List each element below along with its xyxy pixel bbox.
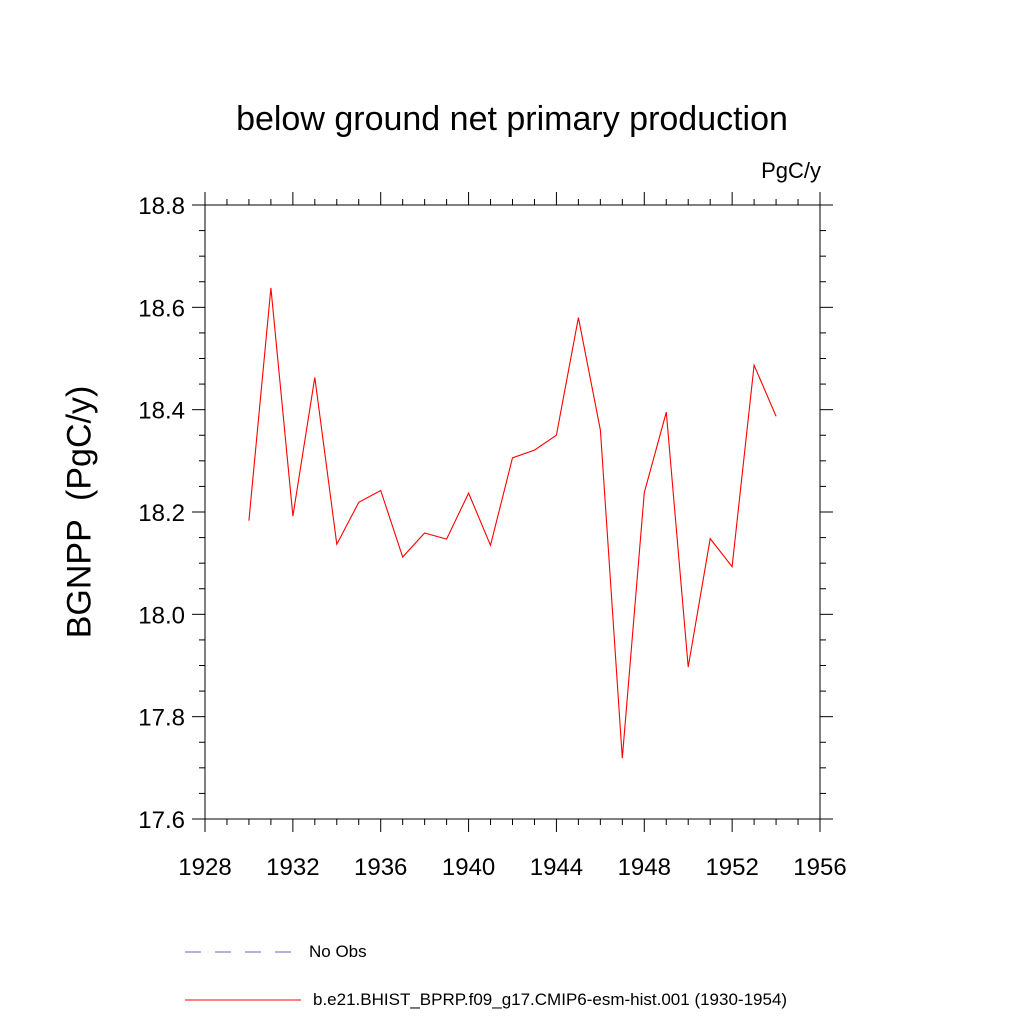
plot-frame	[204, 204, 821, 820]
chart-title: below ground net primary production	[236, 100, 788, 138]
y-tick-label: 17.6	[138, 807, 185, 834]
x-tick-label: 1956	[793, 854, 846, 881]
legend-item-model-run: b.e21.BHIST_BPRP.f09_g17.CMIP6-esm-hist.…	[185, 989, 787, 1011]
x-tick-label: 1948	[618, 854, 671, 881]
x-tick-label: 1952	[705, 854, 758, 881]
x-tick-label: 1940	[442, 854, 495, 881]
y-tick-label: 18.4	[138, 398, 185, 425]
series-line-model-run	[248, 287, 777, 759]
y-tick-label: 18.0	[138, 602, 185, 629]
x-tick-label: 1932	[266, 854, 319, 881]
legend-label-model-run: b.e21.BHIST_BPRP.f09_g17.CMIP6-esm-hist.…	[313, 990, 788, 1009]
y-tick-label: 18.6	[138, 295, 185, 322]
x-tick-label: 1928	[178, 854, 231, 881]
legend-swatch-solid	[185, 999, 301, 1001]
y-tick-label: 18.2	[138, 500, 185, 527]
legend-item-no-obs: No Obs	[185, 941, 367, 963]
x-tick-label: 1944	[530, 854, 583, 881]
x-tick-label: 1936	[354, 854, 407, 881]
y-tick-label: 18.8	[138, 193, 185, 220]
y-tick-label: 17.8	[138, 705, 185, 732]
units-label: PgC/y	[761, 158, 821, 183]
legend-label-no-obs: No Obs	[309, 942, 367, 961]
legend-swatch-dashed	[185, 951, 293, 953]
